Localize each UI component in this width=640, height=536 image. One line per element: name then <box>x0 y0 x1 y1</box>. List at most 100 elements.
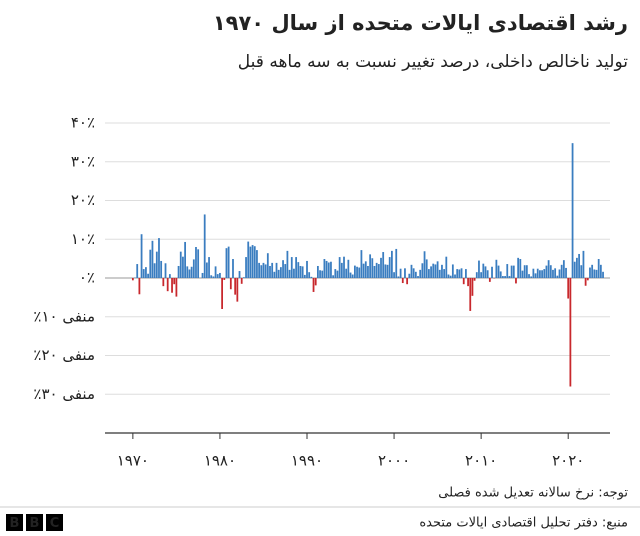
bar <box>312 278 315 292</box>
bar <box>345 268 348 278</box>
bar <box>377 264 380 278</box>
bar <box>229 278 232 290</box>
bar <box>306 260 308 278</box>
bar <box>327 262 330 278</box>
bar <box>249 246 252 278</box>
bar <box>358 267 361 278</box>
logo-letter: B <box>30 516 40 531</box>
bar <box>338 257 341 278</box>
logo-box <box>6 514 23 531</box>
bar <box>203 214 206 278</box>
bar <box>556 275 559 278</box>
bar <box>256 250 258 278</box>
bar <box>301 266 304 278</box>
bar <box>562 260 565 278</box>
bar <box>591 264 594 278</box>
chart-title: رشد اقتصادی ایالات متحده از سال ۱۹۷۰ <box>213 11 628 35</box>
bar <box>471 278 474 296</box>
bar <box>417 276 419 278</box>
bar <box>245 257 247 278</box>
bar <box>303 274 306 278</box>
bar <box>517 257 520 278</box>
bar <box>351 274 354 278</box>
bar <box>408 273 411 278</box>
bar <box>534 273 537 278</box>
bar <box>153 263 156 278</box>
bar <box>336 270 339 278</box>
bar <box>586 278 589 281</box>
bar <box>469 278 472 311</box>
x-tick-label: ۲۰۱۰ <box>465 452 497 470</box>
note: توجه: نرخ سالانه تعدیل شده فصلی <box>438 486 628 501</box>
bar <box>214 266 217 278</box>
bar <box>558 269 561 278</box>
y-tick-label: ۲۰٪ <box>71 191 95 209</box>
y-tick-label: منفی ۳۰٪ <box>33 385 95 403</box>
bar <box>451 264 454 278</box>
bar <box>362 263 365 278</box>
x-tick-label: ۱۹۷۰ <box>117 452 149 470</box>
bar <box>602 271 604 278</box>
bar <box>512 265 515 278</box>
bar <box>499 271 502 278</box>
y-tick-label: ۳۰٪ <box>71 152 95 170</box>
bar <box>216 274 219 278</box>
bar <box>597 259 600 278</box>
bar <box>406 278 409 285</box>
bar <box>549 265 552 278</box>
bar <box>145 267 147 278</box>
bar <box>323 259 326 278</box>
bar <box>160 260 163 278</box>
bar <box>567 278 570 299</box>
x-tick-label: ۱۹۸۰ <box>204 452 236 470</box>
bar <box>290 257 293 278</box>
bar <box>449 275 452 278</box>
bar <box>482 263 485 278</box>
bar <box>502 276 504 278</box>
bar <box>438 269 441 278</box>
bar <box>275 262 278 278</box>
bar <box>360 250 363 278</box>
bar <box>236 278 239 302</box>
bar <box>286 250 289 278</box>
bar <box>316 265 319 278</box>
bar <box>162 278 165 287</box>
bar <box>166 278 169 292</box>
bar <box>380 257 382 278</box>
bar <box>423 251 426 278</box>
y-tick-label: منفی ۲۰٪ <box>33 346 95 364</box>
bar <box>367 265 369 278</box>
bar <box>356 266 358 278</box>
bar <box>223 278 226 280</box>
bar <box>240 278 243 284</box>
bar <box>140 234 143 278</box>
bar <box>177 265 180 278</box>
bar <box>486 270 489 278</box>
bar <box>414 271 417 278</box>
bar <box>412 268 415 278</box>
bar <box>266 253 269 278</box>
bar <box>308 272 311 278</box>
bar <box>399 268 402 278</box>
bar <box>299 265 302 278</box>
bar <box>488 278 491 282</box>
y-tick-label: ۱۰٪ <box>71 230 95 248</box>
bar <box>593 269 596 278</box>
bar <box>515 278 517 284</box>
bar <box>554 268 557 278</box>
logo-letter: C <box>50 516 60 531</box>
bar <box>480 272 483 278</box>
source: منبع: دفتر تحلیل اقتصادی ایالات متحده <box>419 516 628 531</box>
bar <box>573 261 576 278</box>
bar <box>369 254 372 278</box>
bar <box>186 266 189 278</box>
bar <box>495 259 498 278</box>
bar <box>310 276 313 278</box>
bar <box>410 264 413 278</box>
bar <box>382 252 385 278</box>
bar <box>269 265 271 278</box>
bar <box>386 264 389 278</box>
bar <box>456 269 459 278</box>
